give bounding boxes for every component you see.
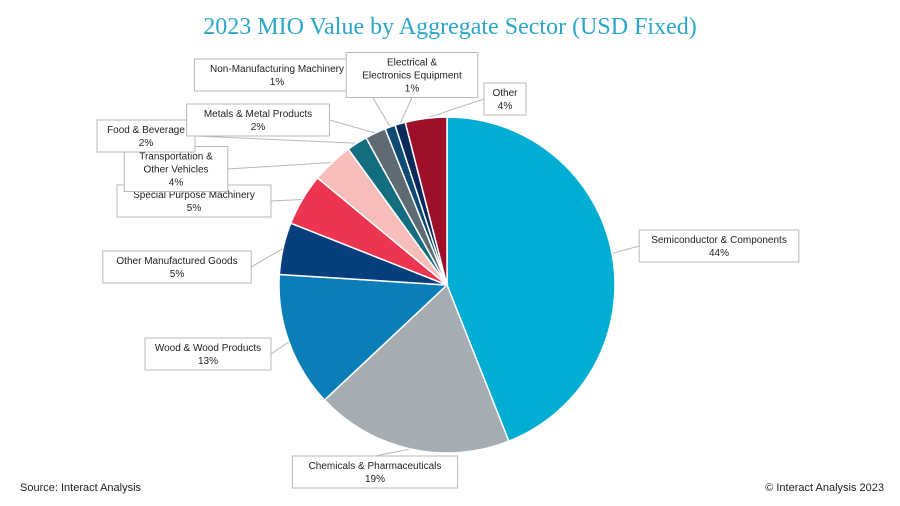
leader-line bbox=[227, 162, 333, 170]
leader-line bbox=[194, 135, 358, 144]
slice-label-name: Electrical & bbox=[387, 58, 437, 69]
slice-label-name: Wood & Wood Products bbox=[155, 343, 261, 354]
slice-label-wood-and-wood-products: Wood & Wood Products 13% bbox=[144, 337, 272, 371]
pie-slice-other bbox=[404, 116, 448, 286]
slice-label-name: Non-Manufacturing Machinery bbox=[210, 64, 344, 75]
slice-label-non-manufacturing-machinery: Non-Manufacturing Machinery 1% bbox=[193, 58, 361, 92]
slice-label-value: 5% bbox=[187, 203, 202, 214]
slice-label-value: 4% bbox=[498, 101, 513, 112]
slice-label-transportation-and-other-vehicles: Transportation & Other Vehicles 4% bbox=[123, 146, 229, 192]
leader-line bbox=[374, 448, 411, 457]
slice-label-electrical-and-electronics-equipment: Electrical & Electronics Equipment 1% bbox=[345, 52, 479, 98]
slice-label-name: Other Manufactured Goods bbox=[116, 256, 237, 267]
source-note: Source: Interact Analysis bbox=[20, 482, 142, 494]
pie-slice-wood-and-wood-products bbox=[278, 273, 449, 402]
slice-label-metals-and-metal-products: Metals & Metal Products 2% bbox=[186, 103, 330, 137]
slice-label-value: 1% bbox=[405, 84, 420, 95]
leader-line bbox=[270, 341, 290, 355]
copyright-note: © Interact Analysis 2023 bbox=[765, 482, 884, 494]
slice-label-value: 13% bbox=[198, 356, 218, 367]
slice-label-name: Transportation & bbox=[139, 152, 213, 163]
slice-label-name: Special Purpose Machinery bbox=[133, 190, 255, 201]
leader-line bbox=[399, 97, 413, 124]
leader-line bbox=[270, 199, 303, 202]
slice-label-value: 2% bbox=[251, 122, 266, 133]
leader-line bbox=[611, 245, 640, 254]
slice-label-name: Food & Beverage bbox=[107, 125, 185, 136]
slice-label-other-manufactured-goods: Other Manufactured Goods 5% bbox=[102, 250, 252, 284]
slice-label-name: Electronics Equipment bbox=[362, 71, 462, 82]
slice-label-value: 5% bbox=[170, 269, 185, 280]
slice-label-value: 1% bbox=[270, 77, 285, 88]
slice-label-semiconductor-and-components: Semiconductor & Components 44% bbox=[638, 229, 800, 263]
slice-label-value: 2% bbox=[139, 138, 154, 149]
chart-title: 2023 MIO Value by Aggregate Sector (USD … bbox=[203, 14, 697, 40]
slice-label-food-and-beverage: Food & Beverage 2% bbox=[96, 119, 196, 153]
slice-label-name: Metals & Metal Products bbox=[204, 109, 312, 120]
pie-slice-semiconductor-and-components bbox=[446, 116, 616, 443]
slice-label-name: Chemicals & Pharmaceuticals bbox=[309, 461, 442, 472]
leader-line bbox=[425, 98, 485, 119]
slice-label-other: Other 4% bbox=[483, 82, 527, 116]
leader-line bbox=[329, 119, 376, 134]
slice-label-name: Semiconductor & Components bbox=[651, 235, 787, 246]
leader-line bbox=[250, 247, 284, 268]
slice-label-name: Other Vehicles bbox=[143, 165, 208, 176]
slice-label-name: Other bbox=[492, 88, 518, 99]
slice-label-value: 44% bbox=[709, 248, 729, 259]
pie-slice-chemicals-and-pharmaceuticals bbox=[323, 283, 510, 454]
slice-label-chemicals-and-pharmaceuticals: Chemicals & Pharmaceuticals 19% bbox=[291, 455, 459, 489]
slice-label-value: 19% bbox=[365, 474, 385, 485]
slice-label-value: 4% bbox=[169, 178, 184, 189]
